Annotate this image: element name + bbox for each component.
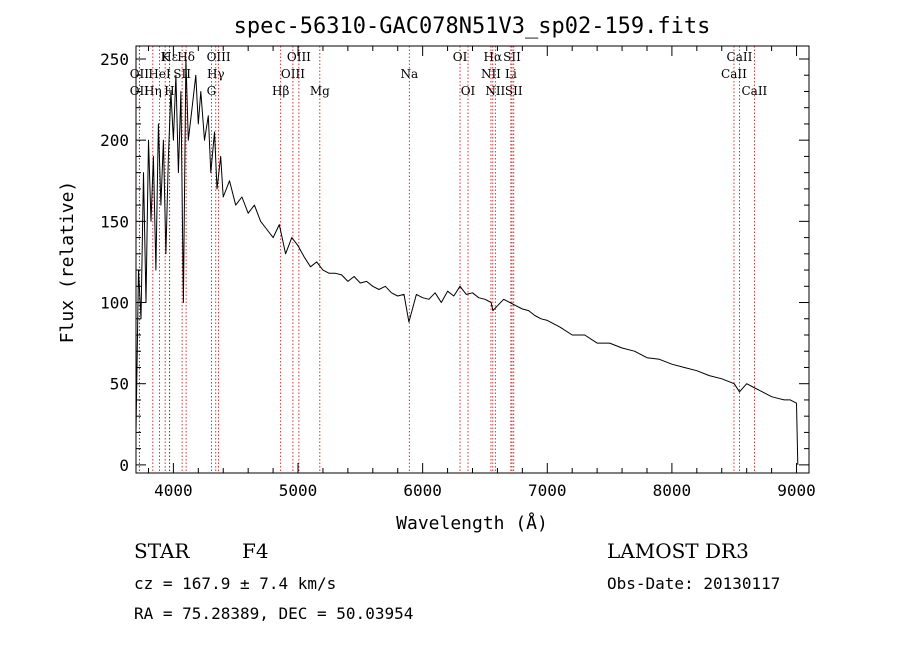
data-layer xyxy=(135,58,799,465)
x-tick-label-2: 6000 xyxy=(403,481,442,500)
line-marker-label-17: OI xyxy=(453,50,468,64)
line-marker-label-8: Hδ xyxy=(177,50,195,64)
line-marker-label-14: OIII xyxy=(281,67,305,81)
line-marker-label-3: Hη xyxy=(144,84,162,98)
line-marker-label-16: Na xyxy=(400,67,418,81)
x-tick-label-4: 8000 xyxy=(653,481,692,500)
line-marker-label-19: Hα xyxy=(484,50,503,64)
line-marker-label-10: Hγ xyxy=(207,67,225,81)
line-marker-label-18: OI xyxy=(461,84,476,98)
redshift-text: cz = 167.9 ± 7.4 km/s xyxy=(134,574,336,593)
line-marker-label-24: SII xyxy=(505,84,523,98)
x-tick-label-1: 5000 xyxy=(279,481,318,500)
x-tick-label-5: 9000 xyxy=(777,481,816,500)
y-tick-label-2: 100 xyxy=(100,294,129,313)
line-marker-label-12: Hβ xyxy=(272,84,289,98)
y-tick-label-5: 250 xyxy=(100,50,129,69)
plot-frame xyxy=(135,45,810,474)
y-tick-label-4: 200 xyxy=(100,131,129,150)
line-marker-label-4: HeI xyxy=(148,67,171,81)
object-class: STAR xyxy=(134,539,190,563)
survey-name: LAMOST DR3 xyxy=(607,539,749,563)
line-marker-label-27: CaII xyxy=(741,84,767,98)
line-marker-label-22: SII xyxy=(503,50,521,64)
line-marker-label-13: OIII xyxy=(287,50,311,64)
coordinates: RA = 75.28389, DEC = 50.03954 xyxy=(134,604,413,623)
x-tick-label-0: 4000 xyxy=(154,481,193,500)
axes: 4000 5000 6000 7000 8000 9000 0 50 100 150 200 250 xyxy=(100,46,816,500)
line-marker-label-25: CaII xyxy=(727,50,753,64)
y-tick-label-0: 0 xyxy=(119,456,129,475)
line-marker-label-21: NII xyxy=(485,84,505,98)
obs-date: Obs-Date: 20130117 xyxy=(607,574,780,593)
line-marker-label-15: Mg xyxy=(310,84,330,98)
y-axis-label: Flux (relative) xyxy=(57,181,78,344)
line-marker-label-23: Li xyxy=(505,67,517,81)
object-subclass: F4 xyxy=(242,539,269,563)
y-tick-label-1: 50 xyxy=(110,375,129,394)
chart-title: spec-56310-GAC078N51V3_sp02-159.fits xyxy=(234,14,711,39)
line-marker-label-11: G xyxy=(207,84,217,98)
spectrum-series-0 xyxy=(135,58,799,465)
y-tick-label-3: 150 xyxy=(100,212,129,231)
line-marker-label-5: K xyxy=(161,50,171,64)
line-marker-label-6: H xyxy=(164,84,174,98)
x-axis-label: Wavelength (Å) xyxy=(396,512,548,534)
x-tick-label-3: 7000 xyxy=(528,481,567,500)
line-marker-label-26: CaII xyxy=(721,67,747,81)
line-marker-label-9: OIII xyxy=(207,50,231,64)
line-marker-label-20: NII xyxy=(481,67,501,81)
